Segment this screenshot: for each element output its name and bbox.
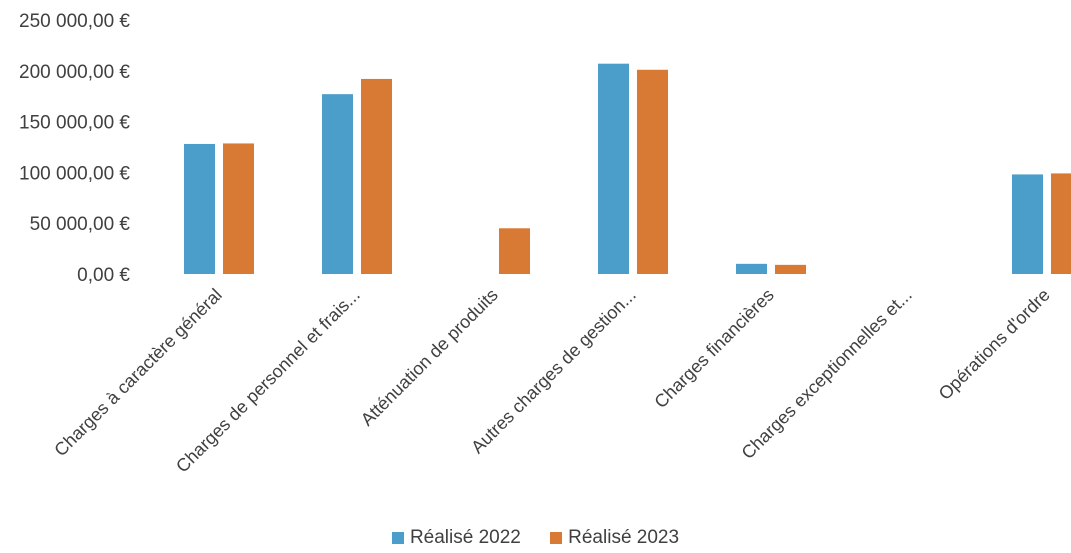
y-tick-label: 150 000,00 € <box>19 113 130 134</box>
y-tick-label: 200 000,00 € <box>19 62 130 83</box>
x-tick-label: Opérations d'ordre <box>935 285 1054 404</box>
y-axis: 0,00 € 50 000,00 € 100 000,00 € 150 000,00 … <box>19 11 130 286</box>
legend-swatch-2022 <box>391 532 404 544</box>
y-tick-label: 100 000,00 € <box>19 163 130 184</box>
x-tick-label: Autres charges de gestion... <box>467 285 640 458</box>
x-tick-label: Atténuation de produits <box>357 285 502 430</box>
bar-2022 <box>184 143 215 274</box>
bar-2023 <box>223 143 254 274</box>
bar-2023 <box>637 69 668 274</box>
bar-2022 <box>736 263 767 274</box>
bar-2023 <box>775 264 806 274</box>
x-tick-label: Charges financières <box>650 285 777 412</box>
legend-label-2023: Réalisé 2023 <box>568 527 680 548</box>
y-tick-label: 0,00 € <box>77 265 130 286</box>
bar-2023 <box>1051 173 1071 274</box>
bar-2022 <box>322 94 353 274</box>
bars <box>184 63 1071 274</box>
bar-2023 <box>361 78 392 274</box>
y-tick-label: 50 000,00 € <box>30 214 131 235</box>
legend-label-2022: Réalisé 2022 <box>409 527 521 548</box>
legend-swatch-2023 <box>550 532 563 544</box>
bar-2023 <box>499 228 530 274</box>
y-tick-label: 250 000,00 € <box>19 11 130 32</box>
legend: Réalisé 2022 Réalisé 2023 <box>0 527 1071 549</box>
legend-item-2022: Réalisé 2022 <box>391 527 521 549</box>
bar-chart: 0,00 € 50 000,00 € 100 000,00 € 150 000,00 … <box>19 11 1071 477</box>
bar-2022 <box>1012 174 1043 274</box>
legend-item-2023: Réalisé 2023 <box>550 527 679 549</box>
bar-2022 <box>598 63 629 274</box>
